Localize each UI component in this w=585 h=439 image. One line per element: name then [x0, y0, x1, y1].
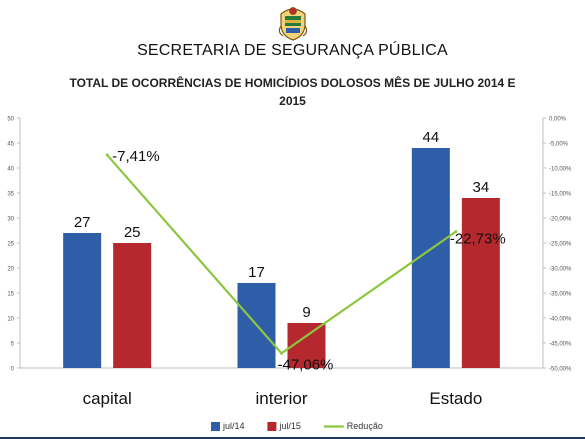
y2-tick-label: -30,00%: [549, 267, 572, 273]
legend-swatch: [267, 422, 277, 431]
y-tick-label: 30: [7, 217, 14, 223]
y2-tick-label: -5,00%: [549, 142, 569, 148]
bar-jul-15-capital: [113, 243, 152, 368]
y-tick-label: 15: [7, 292, 14, 298]
reduction-point: [280, 351, 283, 355]
y2-tick-label: -35,00%: [549, 292, 572, 298]
y-tick-label: 10: [7, 317, 14, 323]
y2-tick-label: -50,00%: [549, 367, 572, 373]
x-category-label: interior: [256, 389, 308, 408]
y-tick-label: 50: [7, 117, 14, 123]
bar-jul-14-capital: [63, 233, 102, 368]
y2-tick-label: -25,00%: [549, 242, 572, 248]
y-tick-label: 25: [7, 242, 14, 248]
coat-of-arms-emblem: [278, 7, 308, 41]
y2-tick-label: -10,00%: [549, 167, 572, 173]
legend-label: jul/15: [278, 421, 301, 431]
reduction-label: -22,73%: [450, 231, 506, 248]
bar-value-label: 44: [422, 129, 439, 146]
y-tick-label: 35: [7, 192, 14, 198]
reduction-point: [454, 230, 458, 234]
y-tick-label: 40: [7, 167, 14, 173]
legend-swatch: [211, 422, 220, 431]
bar-value-label: 17: [248, 264, 265, 281]
y-tick-label: 45: [7, 142, 14, 148]
y2-tick-label: -40,00%: [549, 317, 572, 323]
bar-jul-15-Estado: [461, 198, 500, 368]
bar-value-label: 34: [472, 179, 489, 196]
chart-title: TOTAL DE OCORRÊNCIAS DE HOMICÍDIOS DOLOS…: [69, 76, 516, 108]
y2-tick-label: -20,00%: [549, 217, 572, 223]
reduction-line: [106, 154, 457, 355]
legend-label: jul/14: [222, 421, 245, 431]
y2-tick-label: -45,00%: [549, 342, 572, 348]
y-tick-label: 0: [11, 367, 15, 373]
bar-value-label: 9: [302, 304, 310, 321]
bar-value-label: 25: [124, 224, 141, 241]
x-category-label: Estado: [429, 389, 482, 408]
x-category-label: capital: [83, 389, 132, 408]
bar-value-label: 27: [74, 214, 91, 231]
reduction-label: -47,06%: [278, 356, 334, 373]
reduction-label: -7,41%: [112, 148, 160, 165]
y-tick-label: 20: [7, 267, 14, 273]
y2-tick-label: 0,00%: [549, 117, 567, 123]
y2-tick-label: -15,00%: [549, 192, 572, 198]
y-tick-label: 5: [11, 342, 15, 348]
organization-name: SECRETARIA DE SEGURANÇA PÚBLICA: [137, 42, 448, 59]
reduction-point: [105, 153, 109, 157]
legend-label: Redução: [347, 421, 383, 431]
